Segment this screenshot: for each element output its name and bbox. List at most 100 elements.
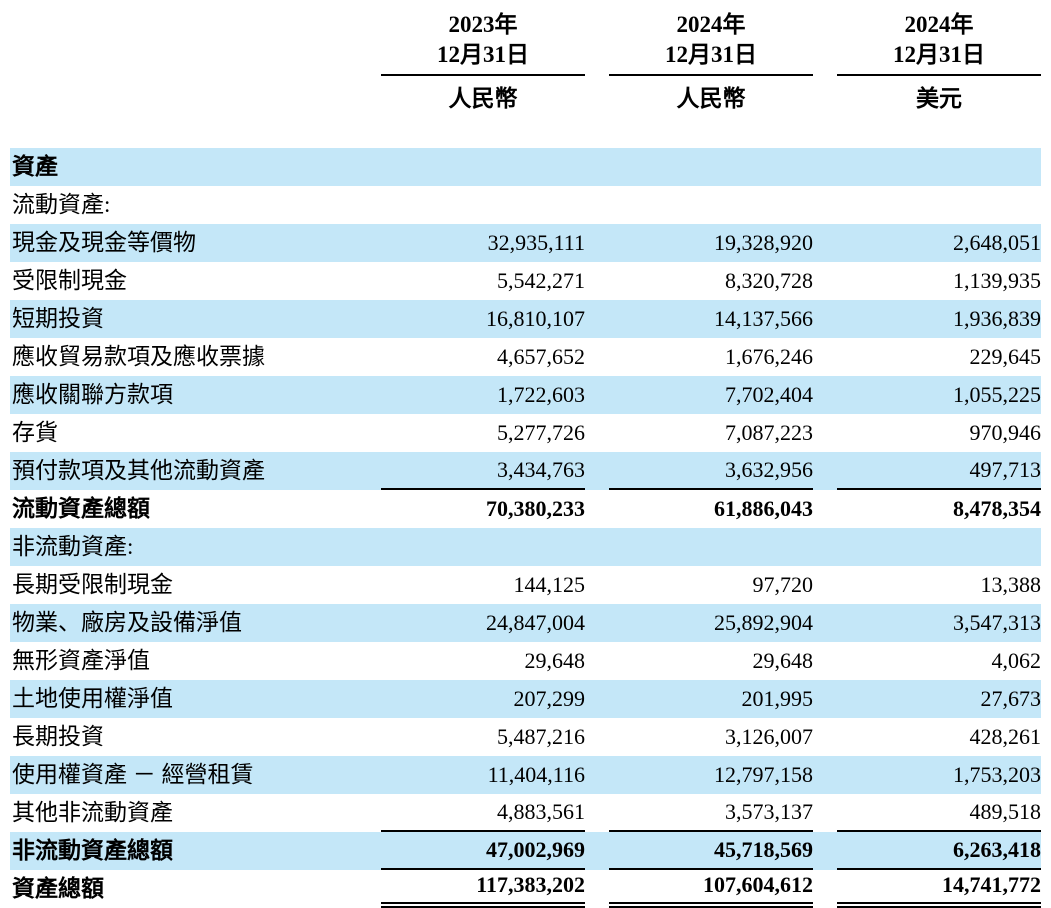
table-row: 非流動資產總額 47,002,969 45,718,569 6,263,418: [10, 832, 1041, 870]
row-value: 16,810,107: [486, 306, 585, 331]
header-row: 2023年 12月31日 人民幣 2024年 12月31日 人民幣 2024年 …: [10, 10, 1041, 148]
row-value: 428,261: [969, 724, 1042, 749]
column-year: 2024年: [904, 12, 974, 37]
row-value: 4,883,561: [357, 794, 585, 832]
table-row: 土地使用權淨值 207,299 201,995 27,673: [10, 680, 1041, 718]
column-year: 2023年: [448, 12, 518, 37]
row-value: 4,657,652: [497, 344, 585, 369]
row-label: 非流動資產:: [12, 534, 134, 559]
row-label: 物業、廠房及設備淨值: [12, 610, 242, 635]
row-value: 27,673: [980, 686, 1042, 711]
row-value: 24,847,004: [486, 610, 585, 635]
row-value: 5,542,271: [497, 268, 585, 293]
table-row: 長期投資 5,487,216 3,126,007 428,261: [10, 718, 1041, 756]
row-value: 32,935,111: [487, 230, 585, 255]
row-value: 70,380,233: [486, 496, 585, 521]
row-value: 1,676,246: [725, 344, 813, 369]
table-row: 無形資產淨值 29,648 29,648 4,062: [10, 642, 1041, 680]
row-label: 資產總額: [12, 876, 104, 901]
column-header-2024-rmb: 2024年 12月31日 人民幣: [585, 10, 813, 148]
row-value: 12,797,158: [714, 762, 813, 787]
table-row: 非流動資產:: [10, 528, 1041, 566]
column-header-2023-rmb: 2023年 12月31日 人民幣: [357, 10, 585, 148]
row-value: 11,404,116: [487, 762, 585, 787]
row-label: 應收貿易款項及應收票據: [12, 344, 265, 369]
row-label: 土地使用權淨值: [12, 686, 173, 711]
row-value: [357, 186, 585, 224]
label-column-header: [10, 10, 357, 148]
row-label: 長期受限制現金: [12, 572, 173, 597]
row-value: 8,478,354: [953, 496, 1041, 521]
row-value: 97,720: [752, 572, 814, 597]
row-value: 489,518: [813, 794, 1041, 832]
row-value: 207,299: [513, 686, 586, 711]
row-value: 144,125: [513, 572, 586, 597]
column-header-2024-usd: 2024年 12月31日 美元: [813, 10, 1041, 148]
row-value: 6,263,418: [813, 832, 1041, 870]
table-row: 現金及現金等價物 32,935,111 19,328,920 2,648,051: [10, 224, 1041, 262]
row-label: 預付款項及其他流動資產: [12, 458, 265, 483]
row-value: 3,632,956: [585, 452, 813, 490]
table-row: 受限制現金 5,542,271 8,320,728 1,139,935: [10, 262, 1041, 300]
row-value: [357, 528, 585, 566]
row-value: 5,277,726: [497, 420, 585, 445]
row-value: 29,648: [524, 648, 586, 673]
row-value: 14,741,772: [813, 870, 1041, 908]
row-value: 1,936,839: [953, 306, 1041, 331]
row-value: 19,328,920: [714, 230, 813, 255]
table-row: 長期受限制現金 144,125 97,720 13,388: [10, 566, 1041, 604]
row-value: 45,718,569: [585, 832, 813, 870]
row-value: [813, 148, 1041, 186]
row-value: 25,892,904: [714, 610, 813, 635]
row-value: 13,388: [980, 572, 1042, 597]
row-value: 5,487,216: [497, 724, 585, 749]
row-value: 201,995: [741, 686, 814, 711]
column-date: 12月31日: [609, 40, 813, 76]
row-label: 短期投資: [12, 306, 104, 331]
column-year: 2024年: [676, 12, 746, 37]
row-label: 使用權資產 － 經營租賃: [12, 762, 254, 787]
table-row: 資產: [10, 148, 1041, 186]
row-value: 7,087,223: [725, 420, 813, 445]
table-body: 資產 流動資產: 現金及現金等價物 32,935,111 19,328,920 2,648…: [10, 148, 1041, 908]
row-value: [585, 186, 813, 224]
row-value: 1,753,203: [953, 762, 1041, 787]
table-header: 2023年 12月31日 人民幣 2024年 12月31日 人民幣 2024年 …: [10, 10, 1041, 148]
table-row: 流動資產:: [10, 186, 1041, 224]
column-currency: 美元: [916, 86, 962, 111]
row-label: 長期投資: [12, 724, 104, 749]
row-value: [585, 528, 813, 566]
row-label: 非流動資產總額: [12, 838, 173, 863]
row-label: 流動資產總額: [12, 496, 150, 521]
row-label: 受限制現金: [12, 268, 127, 293]
row-value: 47,002,969: [357, 832, 585, 870]
table-row: 物業、廠房及設備淨值 24,847,004 25,892,904 3,547,313: [10, 604, 1041, 642]
row-value: 117,383,202: [357, 870, 585, 908]
row-label: 現金及現金等價物: [12, 230, 196, 255]
column-date: 12月31日: [837, 40, 1041, 76]
row-label: 無形資產淨值: [12, 648, 150, 673]
row-value: 2,648,051: [953, 230, 1041, 255]
table-row: 應收關聯方款項 1,722,603 7,702,404 1,055,225: [10, 376, 1041, 414]
row-value: 14,137,566: [714, 306, 813, 331]
column-date: 12月31日: [381, 40, 585, 76]
table-row: 應收貿易款項及應收票據 4,657,652 1,676,246 229,645: [10, 338, 1041, 376]
column-currency: 人民幣: [676, 86, 746, 111]
table-row: 存貨 5,277,726 7,087,223 970,946: [10, 414, 1041, 452]
row-value: 3,573,137: [585, 794, 813, 832]
row-value: 970,946: [969, 420, 1042, 445]
row-value: 4,062: [991, 648, 1042, 673]
row-value: 7,702,404: [725, 382, 813, 407]
row-value: 497,713: [813, 452, 1041, 490]
row-value: 1,139,935: [953, 268, 1041, 293]
row-value: [357, 148, 585, 186]
column-currency: 人民幣: [448, 86, 518, 111]
table-row: 使用權資產 － 經營租賃 11,404,116 12,797,158 1,753,20…: [10, 756, 1041, 794]
row-value: 29,648: [752, 648, 814, 673]
row-value: 3,434,763: [357, 452, 585, 490]
row-value: 3,126,007: [725, 724, 813, 749]
row-label: 存貨: [12, 420, 58, 445]
table-row: 其他非流動資產 4,883,561 3,573,137 489,518: [10, 794, 1041, 832]
table-row: 流動資產總額 70,380,233 61,886,043 8,478,354: [10, 490, 1041, 528]
